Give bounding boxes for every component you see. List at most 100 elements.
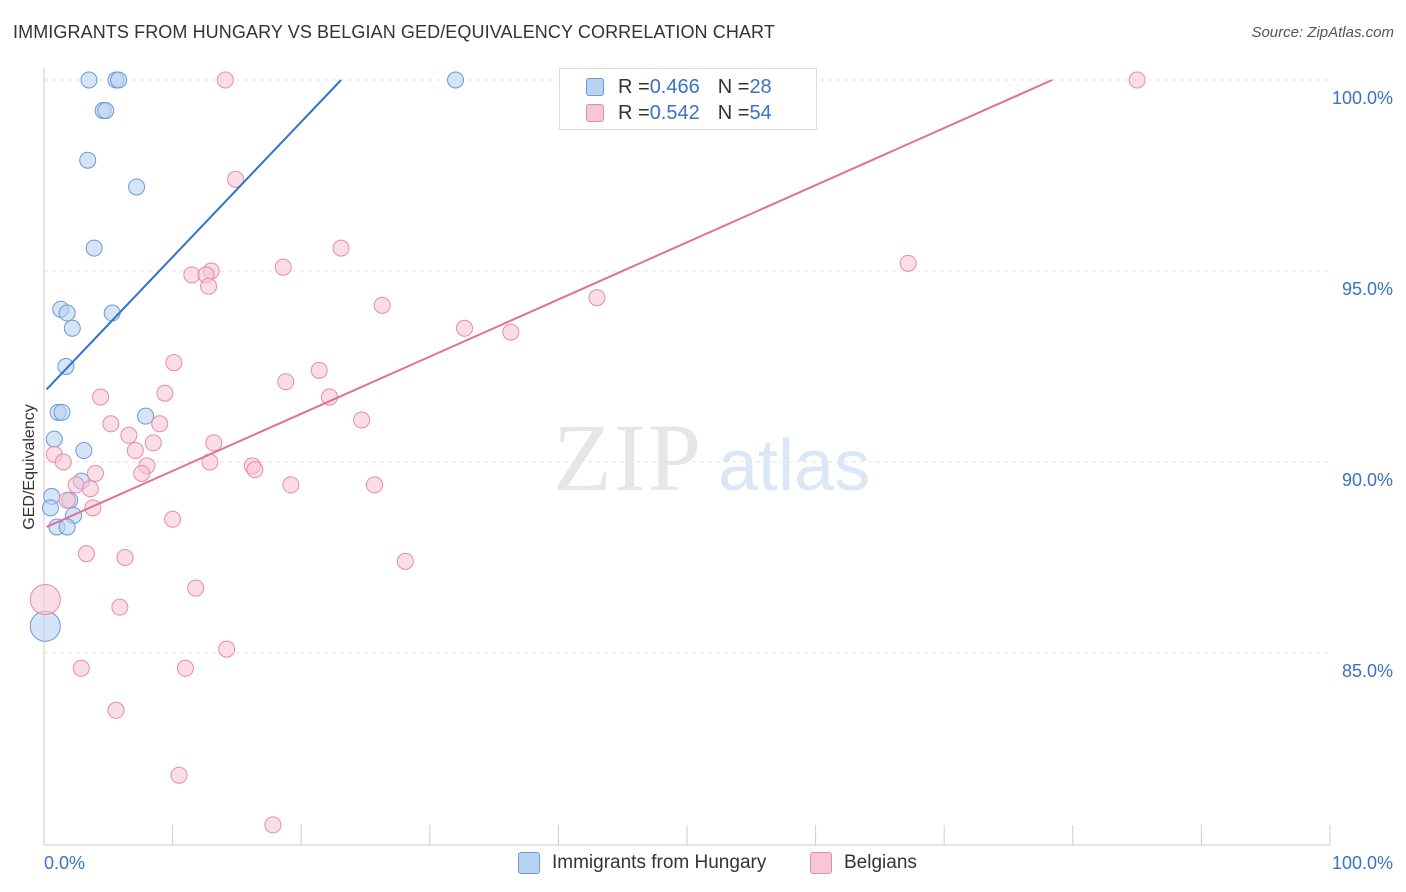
hungary-point xyxy=(58,518,76,536)
hungary-point xyxy=(79,151,97,169)
legend-item-belgians[interactable]: Belgians xyxy=(810,852,917,874)
belgian-point xyxy=(200,277,218,295)
belgian-point xyxy=(1128,71,1146,89)
belgian-point xyxy=(164,510,182,528)
axes xyxy=(43,68,1331,846)
tick-labels: 100.0% 95.0% 90.0% 85.0% 0.0% 100.0% xyxy=(44,88,1393,873)
legend-swatch-belgians xyxy=(586,104,604,122)
correlation-legend: R = 0.466 N = 28 R = 0.542 N = 54 xyxy=(559,68,817,130)
hungary-point xyxy=(57,358,75,375)
belgian-point xyxy=(282,476,300,494)
belgian-point xyxy=(156,384,174,402)
hungary-point xyxy=(85,239,103,257)
y-tick-label: 90.0% xyxy=(1342,470,1393,490)
y-axis-label: GED/Equivalency xyxy=(21,404,38,529)
hungary-point xyxy=(447,71,465,89)
belgian-point xyxy=(144,434,162,452)
x-tick-label: 100.0% xyxy=(1332,853,1393,873)
hungary-point xyxy=(80,71,98,89)
y-tick-label: 85.0% xyxy=(1342,661,1393,681)
belgian-point xyxy=(116,549,134,566)
belgian-point xyxy=(456,319,474,337)
y-tick-label: 100.0% xyxy=(1332,88,1393,108)
belgian-point xyxy=(92,388,110,406)
belgian-point xyxy=(373,296,391,314)
belgian-point xyxy=(218,640,236,658)
legend-r-value: 0.466 xyxy=(649,75,700,98)
belgian-point xyxy=(111,598,129,616)
belgian-point xyxy=(86,464,104,482)
belgian-point xyxy=(246,461,264,479)
belgian-point xyxy=(170,766,188,784)
belgian-trend-line xyxy=(46,79,1053,528)
belgian-point xyxy=(310,361,328,379)
belgian-point xyxy=(187,579,205,597)
belgian-point xyxy=(72,659,90,677)
hungary-point xyxy=(53,403,71,421)
hungary-point xyxy=(58,304,76,322)
belgian-point xyxy=(29,584,61,616)
belgian-point xyxy=(264,816,282,834)
belgian-point xyxy=(77,545,95,563)
source-label: Source: ZipAtlas.com xyxy=(1251,24,1394,41)
hungary-point xyxy=(103,304,121,322)
legend-row-hungary: R = 0.466 N = 28 xyxy=(586,74,772,100)
hungary-point xyxy=(63,319,81,337)
belgian-point xyxy=(102,415,120,433)
belgian-point xyxy=(81,480,99,498)
belgian-point xyxy=(107,701,125,719)
belgian-point xyxy=(205,434,223,452)
belgian-point xyxy=(899,254,917,272)
hungary-point xyxy=(97,102,115,120)
watermark: ZIP atlas xyxy=(553,404,870,511)
belgian-point xyxy=(183,266,201,284)
belgian-point xyxy=(277,373,295,391)
belgian-point xyxy=(353,411,371,429)
hungary-point xyxy=(128,178,146,196)
belgian-point xyxy=(588,289,606,307)
belgian-point xyxy=(502,323,520,341)
belgian-point xyxy=(126,442,144,460)
hungary-point xyxy=(110,71,128,89)
belgian-point xyxy=(120,426,138,444)
y-tick-label: 95.0% xyxy=(1342,279,1393,299)
gridlines xyxy=(44,79,1330,654)
belgian-point xyxy=(227,170,245,188)
hungary-point xyxy=(75,442,93,460)
series-legend: Immigrants from Hungary Belgians xyxy=(0,852,1406,878)
belgian-point xyxy=(165,354,183,372)
hungary-trend-line xyxy=(45,79,342,391)
legend-r-label: R = xyxy=(618,101,650,124)
legend-row-belgians: R = 0.542 N = 54 xyxy=(586,100,772,126)
legend-item-hungary[interactable]: Immigrants from Hungary xyxy=(518,852,766,874)
legend-r-value: 0.542 xyxy=(649,101,700,124)
legend-swatch-hungary xyxy=(518,852,540,874)
legend-n-label: N = xyxy=(717,101,750,124)
legend-n-label: N = xyxy=(717,75,750,98)
legend-n-value: 28 xyxy=(749,75,772,98)
hungary-point xyxy=(45,430,63,448)
hungary-point xyxy=(137,407,155,425)
belgian-point xyxy=(67,476,85,494)
legend-swatch-belgians xyxy=(810,852,832,874)
watermark-zip: ZIP xyxy=(553,404,703,511)
belgian-point xyxy=(216,71,234,89)
belgian-point xyxy=(58,491,76,509)
belgian-point xyxy=(176,659,194,677)
trend-lines xyxy=(45,79,1053,528)
data-points xyxy=(29,71,1146,834)
hungary-point xyxy=(29,610,61,642)
hungary-point xyxy=(41,499,59,517)
legend-label-belgians: Belgians xyxy=(844,852,917,873)
belgian-point xyxy=(54,453,72,471)
legend-r-label: R = xyxy=(618,75,650,98)
legend-swatch-hungary xyxy=(586,78,604,96)
belgian-point xyxy=(133,464,151,482)
legend-n-value: 54 xyxy=(749,101,772,124)
legend-label-hungary: Immigrants from Hungary xyxy=(552,852,767,873)
belgian-point xyxy=(151,415,169,433)
belgian-point xyxy=(274,258,292,276)
chart-title: IMMIGRANTS FROM HUNGARY VS BELGIAN GED/E… xyxy=(13,22,775,42)
belgian-point xyxy=(332,239,350,257)
